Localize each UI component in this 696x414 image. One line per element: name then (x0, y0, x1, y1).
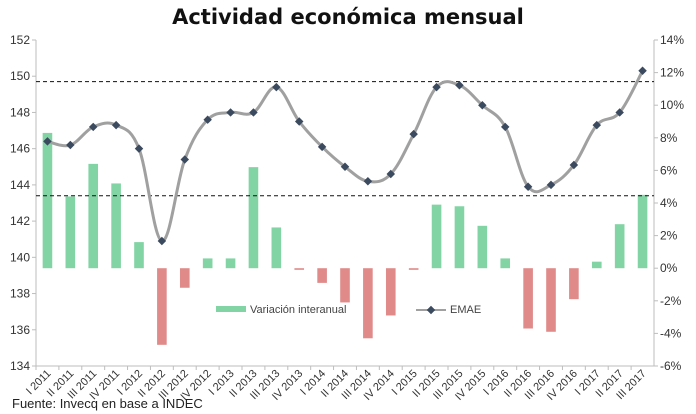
emae-point (272, 82, 281, 92)
emae-point (363, 177, 373, 186)
legend-swatch-bar (216, 306, 246, 312)
bar (294, 268, 305, 270)
emae-point (203, 115, 212, 124)
y-left-tick-label: 152 (10, 33, 30, 47)
bar (225, 258, 236, 269)
bar (614, 224, 625, 269)
bar (317, 268, 327, 283)
y-left-tick-label: 150 (10, 69, 30, 83)
emae-point (66, 140, 75, 150)
bar (500, 258, 511, 269)
emae-point (134, 144, 144, 153)
emae-point (180, 155, 190, 164)
emae-point (386, 169, 396, 179)
bar (271, 227, 282, 269)
legend: Variación interanual EMAE (216, 304, 481, 316)
y-left-tick-label: 140 (10, 250, 30, 264)
axes: 134 136 138 140 142 144 146 148 150 152 -6% -4% -2% 0… (10, 33, 684, 403)
emae-point (317, 142, 327, 152)
bar (385, 268, 396, 316)
emae-point (226, 108, 235, 117)
y-right-tick-label: 4% (660, 196, 678, 210)
reference-lines (36, 81, 654, 197)
y-right-tick-label: 14% (660, 33, 684, 47)
y-right-tick-label: 6% (660, 163, 678, 177)
y-right-tick-label: 2% (660, 229, 678, 243)
source-note: Fuente: Invecq en base a INDEC (12, 396, 203, 411)
bar (65, 196, 76, 269)
y-left-tick-label: 148 (10, 105, 30, 119)
legend-swatch-marker (426, 305, 436, 315)
bar-series (42, 132, 648, 345)
bar (477, 225, 488, 269)
emae-point (111, 120, 121, 130)
bar (340, 268, 350, 303)
legend-label-line: EMAE (450, 304, 481, 316)
legend-label-bar: Variación interanual (250, 304, 346, 316)
y-right-tick-label: 10% (660, 98, 684, 112)
bar (637, 194, 648, 269)
bar (546, 268, 556, 332)
bar (157, 268, 167, 345)
y-left-tick-label: 134 (10, 359, 30, 373)
bar (88, 163, 99, 269)
y-left-tick-label: 146 (10, 142, 30, 156)
y-left-tick-label: 144 (10, 178, 30, 192)
y-left-tick-label: 142 (10, 214, 30, 228)
emae-point (500, 122, 510, 132)
bar (431, 204, 442, 269)
bar (42, 132, 53, 269)
y-right-tick-label: -2% (660, 294, 682, 308)
bar (248, 167, 259, 269)
emae-point (249, 108, 258, 117)
bar (408, 268, 419, 270)
y-right-tick-label: -6% (660, 359, 682, 373)
y-right-tick-label: 8% (660, 131, 678, 145)
bar (454, 206, 465, 269)
y-right-tick-label: 12% (660, 66, 684, 80)
emae-point (294, 117, 304, 126)
y-left-tick-label: 136 (10, 323, 30, 337)
emae-point (157, 236, 167, 246)
line-series (43, 66, 647, 246)
bar (202, 258, 213, 269)
y-left-tick-label: 138 (10, 287, 30, 301)
emae-point (340, 162, 350, 172)
y-right-tick-label: 0% (660, 261, 678, 275)
emae-point (478, 100, 487, 110)
bar (591, 261, 602, 269)
chart-title: Actividad económica mensual (172, 5, 524, 29)
bar (111, 183, 121, 269)
emae-point (409, 129, 418, 139)
y-right-tick-label: -4% (660, 326, 682, 340)
bar (523, 268, 533, 329)
emae-point (43, 137, 52, 146)
emae-line (47, 70, 644, 243)
emae-point (88, 122, 98, 132)
bar (134, 242, 144, 269)
emae-point (455, 81, 464, 90)
emae-point (432, 82, 441, 92)
bar (179, 268, 190, 288)
bar (569, 268, 579, 300)
bar (363, 268, 373, 339)
